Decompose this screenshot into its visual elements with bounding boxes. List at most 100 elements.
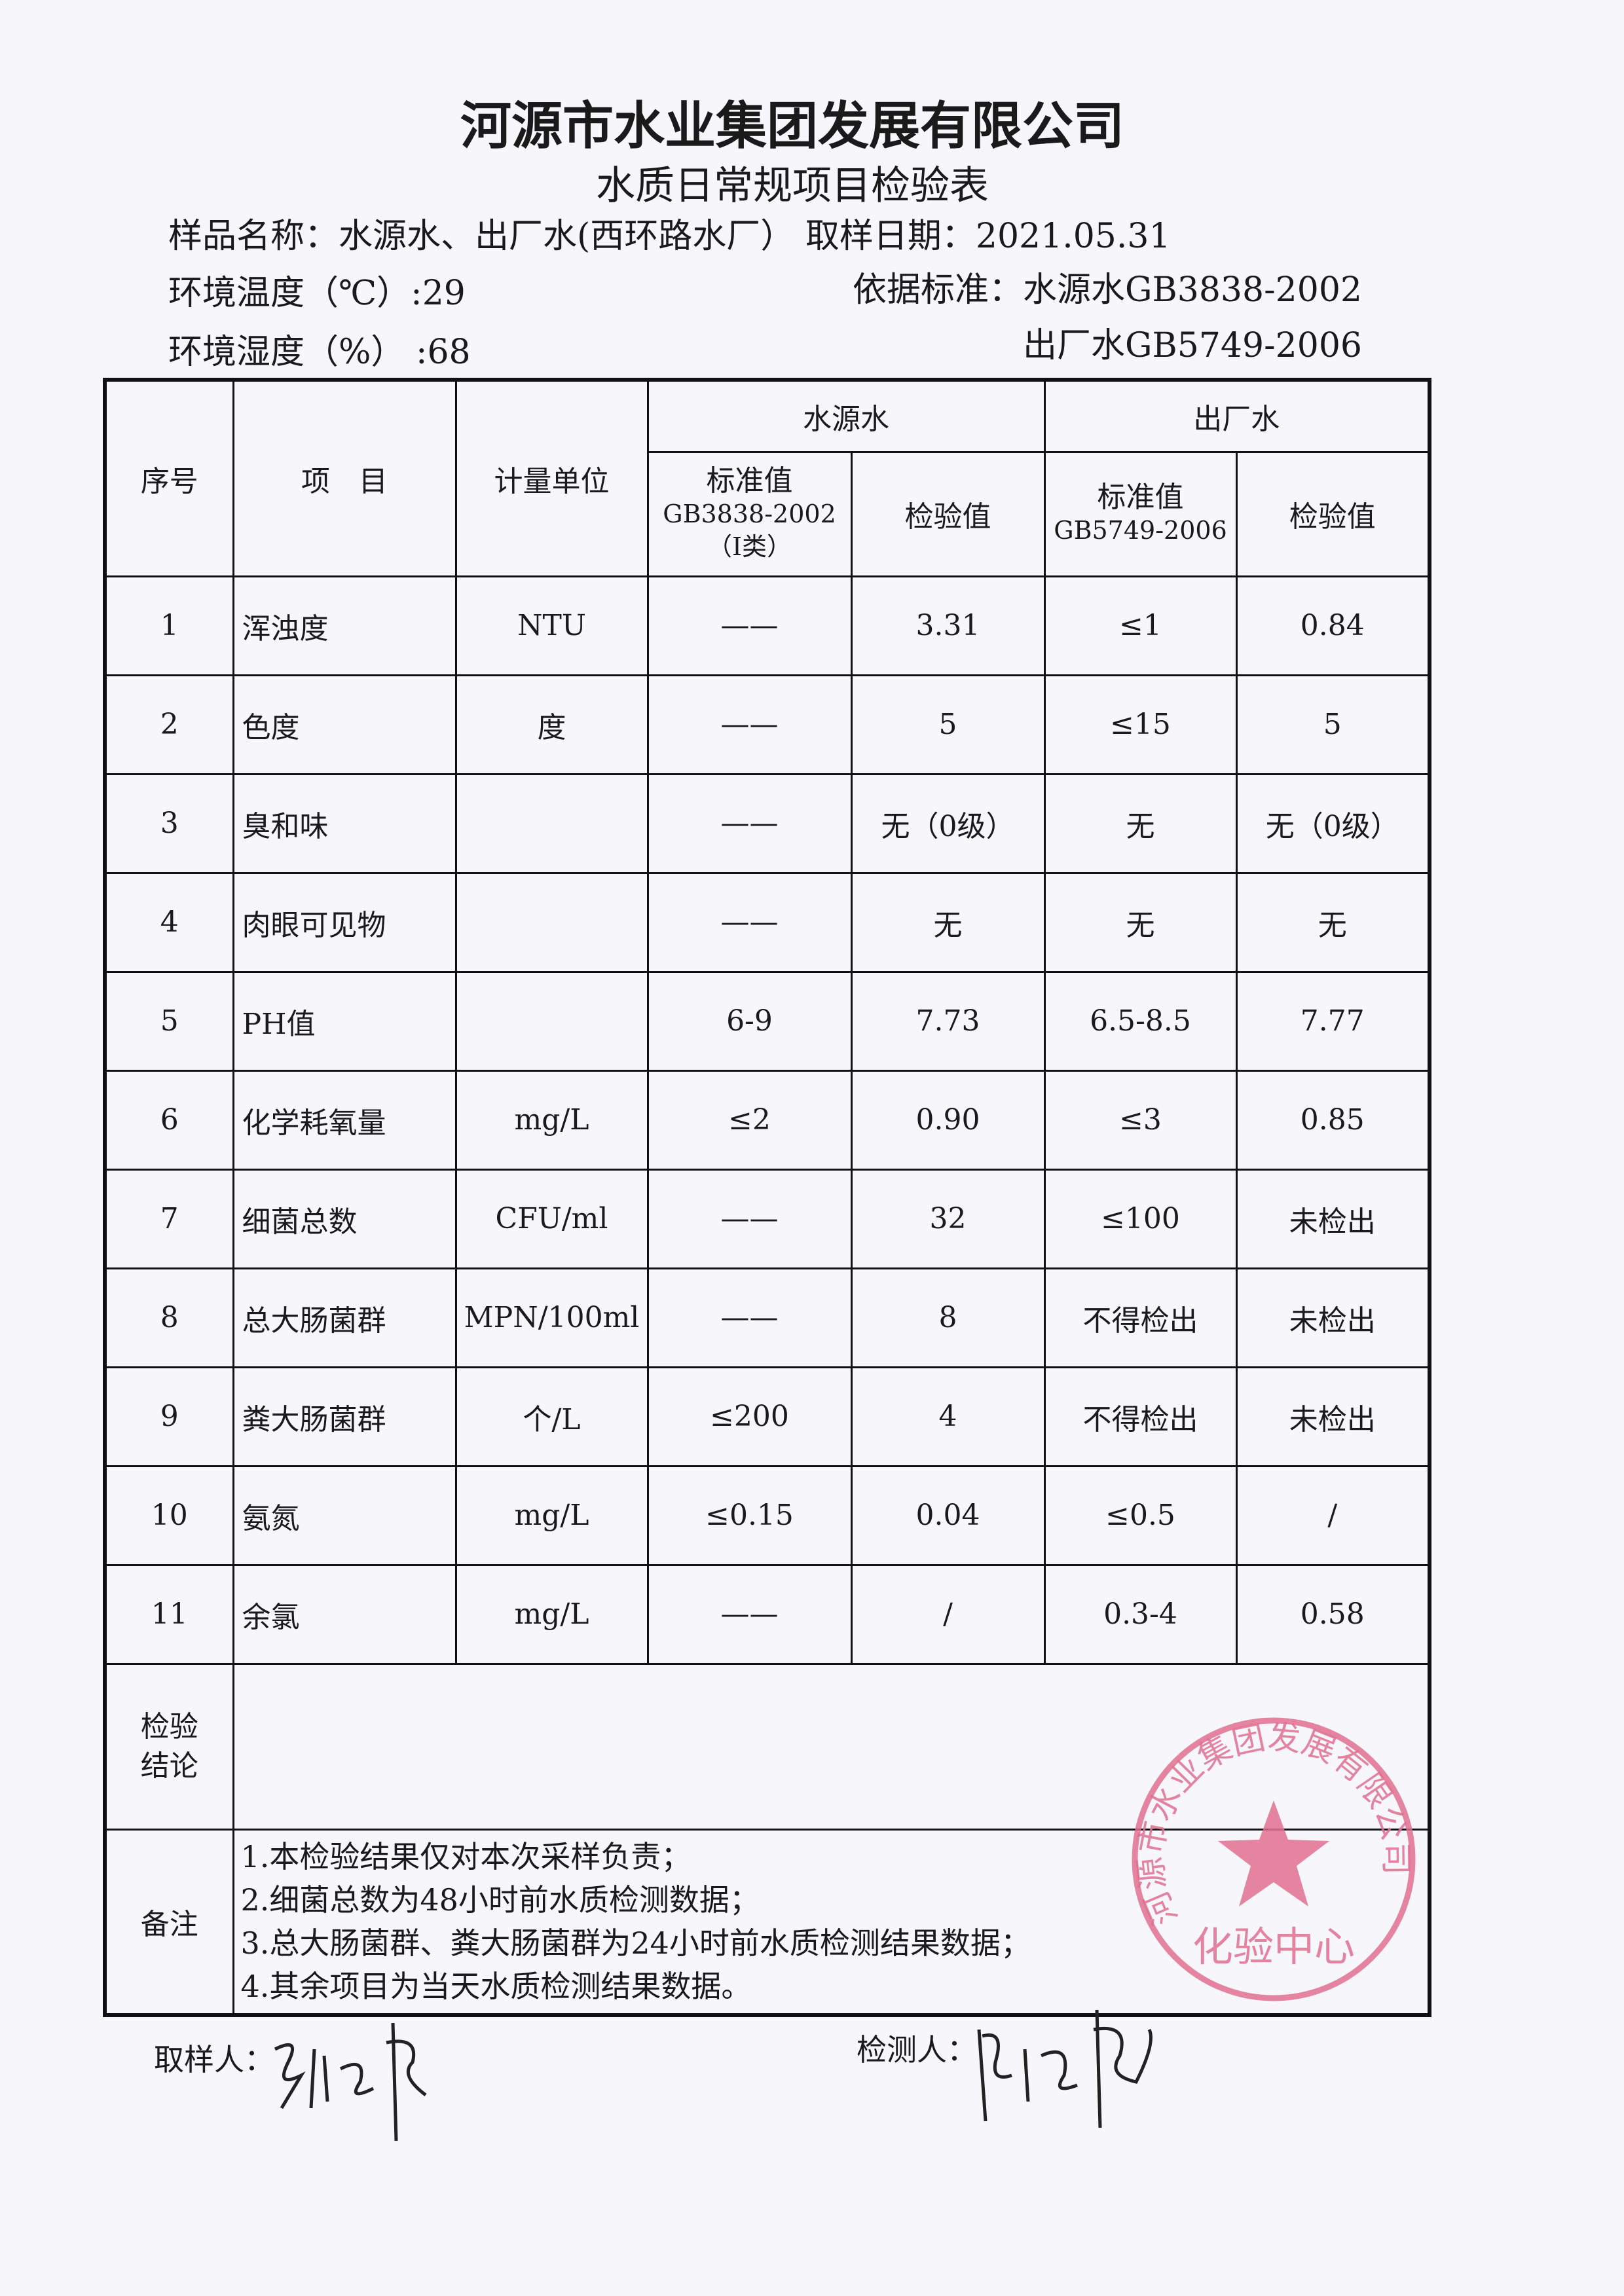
- cell-no: 3: [103, 773, 234, 874]
- tester-label: 检测人：: [857, 2032, 977, 2068]
- cell-src-std: 6-9: [646, 970, 853, 1072]
- cell-item: PH值: [232, 970, 457, 1072]
- cell-out-val: 无: [1235, 871, 1431, 973]
- header-output-std: 标准值 GB5749-2006: [1043, 450, 1238, 577]
- cell-unit: [454, 970, 649, 1072]
- cell-src-std: ——: [646, 871, 853, 973]
- cell-src-std: ——: [646, 674, 853, 775]
- cell-item: 粪大肠菌群: [232, 1366, 457, 1467]
- tester-signature: [977, 2009, 1153, 2128]
- header-unit: 计量单位: [454, 378, 649, 577]
- cell-src-std: ——: [646, 1168, 853, 1269]
- cell-src-std: ≤2: [646, 1069, 853, 1171]
- cell-out-val: 0.58: [1235, 1563, 1431, 1665]
- table-row: 8 总大肠菌群 MPN/100ml —— 8 不得检出 未检出: [103, 1267, 1431, 1368]
- cell-out-std: 0.3-4: [1043, 1563, 1238, 1665]
- table-row: 7 细菌总数 CFU/ml —— 32 ≤100 未检出: [103, 1168, 1431, 1269]
- cell-item: 浑浊度: [232, 575, 457, 676]
- sampler-label: 取样人：: [154, 2042, 274, 2077]
- header-no: 序号: [103, 378, 234, 577]
- remark-item: 2.细菌总数为48小时前水质检测数据；: [240, 1882, 760, 1918]
- cell-no: 10: [103, 1465, 234, 1566]
- cell-out-std: 无: [1043, 773, 1238, 874]
- cell-src-val: 5: [850, 674, 1046, 775]
- cell-unit: [454, 773, 649, 874]
- cell-item: 化学耗氧量: [232, 1069, 457, 1171]
- sample-line: 样品名称：水源水、出厂水(西环路水厂） 取样日期：2021.05.31: [168, 208, 1171, 257]
- cell-unit: mg/L: [454, 1465, 649, 1566]
- sampling-date: 2021.05.31: [975, 217, 1171, 256]
- cell-unit: [454, 871, 649, 973]
- cell-src-std: ——: [646, 575, 853, 676]
- table-row: 5 PH值 6-9 7.73 6.5-8.5 7.77: [103, 970, 1431, 1072]
- remark-item: 1.本检验结果仅对本次采样负责；: [240, 1839, 692, 1875]
- cell-out-std: ≤15: [1043, 674, 1238, 775]
- cell-no: 7: [103, 1168, 234, 1269]
- cell-src-std: ≤0.15: [646, 1465, 853, 1566]
- cell-out-std: ≤3: [1043, 1069, 1238, 1171]
- cell-src-val: 4: [850, 1366, 1046, 1467]
- source-std-class: （Ⅰ类）: [707, 532, 792, 561]
- form-title: 水质日常规项目检验表: [596, 163, 989, 209]
- cell-unit: 度: [454, 674, 649, 775]
- cell-src-std: ——: [646, 1563, 853, 1665]
- table-row: 6 化学耗氧量 mg/L ≤2 0.90 ≤3 0.85: [103, 1069, 1431, 1171]
- cell-item: 细菌总数: [232, 1168, 457, 1269]
- cell-no: 8: [103, 1267, 234, 1368]
- std-label: 标准值: [706, 464, 793, 498]
- humidity-line: 环境湿度（%） :68: [168, 324, 471, 373]
- cell-out-val: 0.84: [1235, 575, 1431, 676]
- conclusion-value: [232, 1662, 1431, 1831]
- cell-item: 臭和味: [232, 773, 457, 874]
- cell-no: 1: [103, 575, 234, 676]
- cell-unit: 个/L: [454, 1366, 649, 1467]
- cell-src-val: 8: [850, 1267, 1046, 1368]
- cell-unit: NTU: [454, 575, 649, 676]
- temperature-label: 环境温度（℃）:: [168, 274, 422, 313]
- cell-item: 余氯: [232, 1563, 457, 1665]
- cell-out-val: /: [1235, 1465, 1431, 1566]
- cell-out-std: 无: [1043, 871, 1238, 973]
- cell-no: 11: [103, 1563, 234, 1665]
- inspection-table: 序号 项 目 计量单位 水源水 出厂水 标准值 GB3838-2002 （Ⅰ类）…: [103, 378, 1431, 2017]
- table-row: 3 臭和味 —— 无（0级）无无（0级）: [103, 773, 1431, 874]
- conclusion-label: 检验结论: [103, 1662, 234, 1831]
- remarks: 1.本检验结果仅对本次采样负责； 2.细菌总数为48小时前水质检测数据； 3.总…: [232, 1828, 1431, 2016]
- table-row: 2 色度度 —— 5 ≤15 5: [103, 674, 1431, 775]
- cell-no: 5: [103, 970, 234, 1072]
- cell-src-val: 无: [850, 871, 1046, 973]
- header-source-std: 标准值 GB3838-2002 （Ⅰ类）: [646, 450, 853, 577]
- cell-out-val: 未检出: [1235, 1366, 1431, 1467]
- standard-source: 水源水GB3838-2002: [1023, 270, 1362, 310]
- cell-src-val: 0.90: [850, 1069, 1046, 1171]
- remark-item: 4.其余项目为当天水质检测结果数据。: [240, 1969, 752, 2005]
- cell-out-val: 无（0级）: [1235, 773, 1431, 874]
- cell-src-val: 0.04: [850, 1465, 1046, 1566]
- cell-unit: MPN/100ml: [454, 1267, 649, 1368]
- cell-out-std: 不得检出: [1043, 1267, 1238, 1368]
- cell-unit: mg/L: [454, 1563, 649, 1665]
- cell-out-std: 不得检出: [1043, 1366, 1238, 1467]
- header-output-value: 检验值: [1235, 450, 1431, 577]
- stamp-center-text: 化验中心: [1192, 1923, 1355, 1971]
- header-source-value: 检验值: [850, 450, 1046, 577]
- cell-out-val: 0.85: [1235, 1069, 1431, 1171]
- company-title: 河源市水业集团发展有限公司: [460, 97, 1124, 156]
- output-std-code: GB5749-2006: [1054, 516, 1227, 545]
- table-row: 10 氨氮 mg/L ≤0.15 0.04 ≤0.5/: [103, 1465, 1431, 1566]
- cell-out-std: ≤100: [1043, 1168, 1238, 1269]
- cell-src-val: 3.31: [850, 575, 1046, 676]
- sample-name-label: 样品名称：: [168, 217, 339, 256]
- header-item: 项 目: [232, 378, 457, 577]
- sampling-date-label: 取样日期：: [805, 217, 976, 256]
- star-icon: [1218, 1800, 1329, 1906]
- cell-src-val: 7.73: [850, 970, 1046, 1072]
- official-stamp: 河源市水业集团发展有限公司 化验中心: [1132, 1717, 1416, 2001]
- table-row: 11 余氯 mg/L ——/0.3-4 0.58: [103, 1563, 1431, 1665]
- cell-out-val: 7.77: [1235, 970, 1431, 1072]
- temperature-value: 29: [422, 274, 466, 313]
- cell-src-std: ≤200: [646, 1366, 853, 1467]
- cell-no: 4: [103, 871, 234, 973]
- cell-src-val: 无（0级）: [850, 773, 1046, 874]
- cell-item: 肉眼可见物: [232, 871, 457, 973]
